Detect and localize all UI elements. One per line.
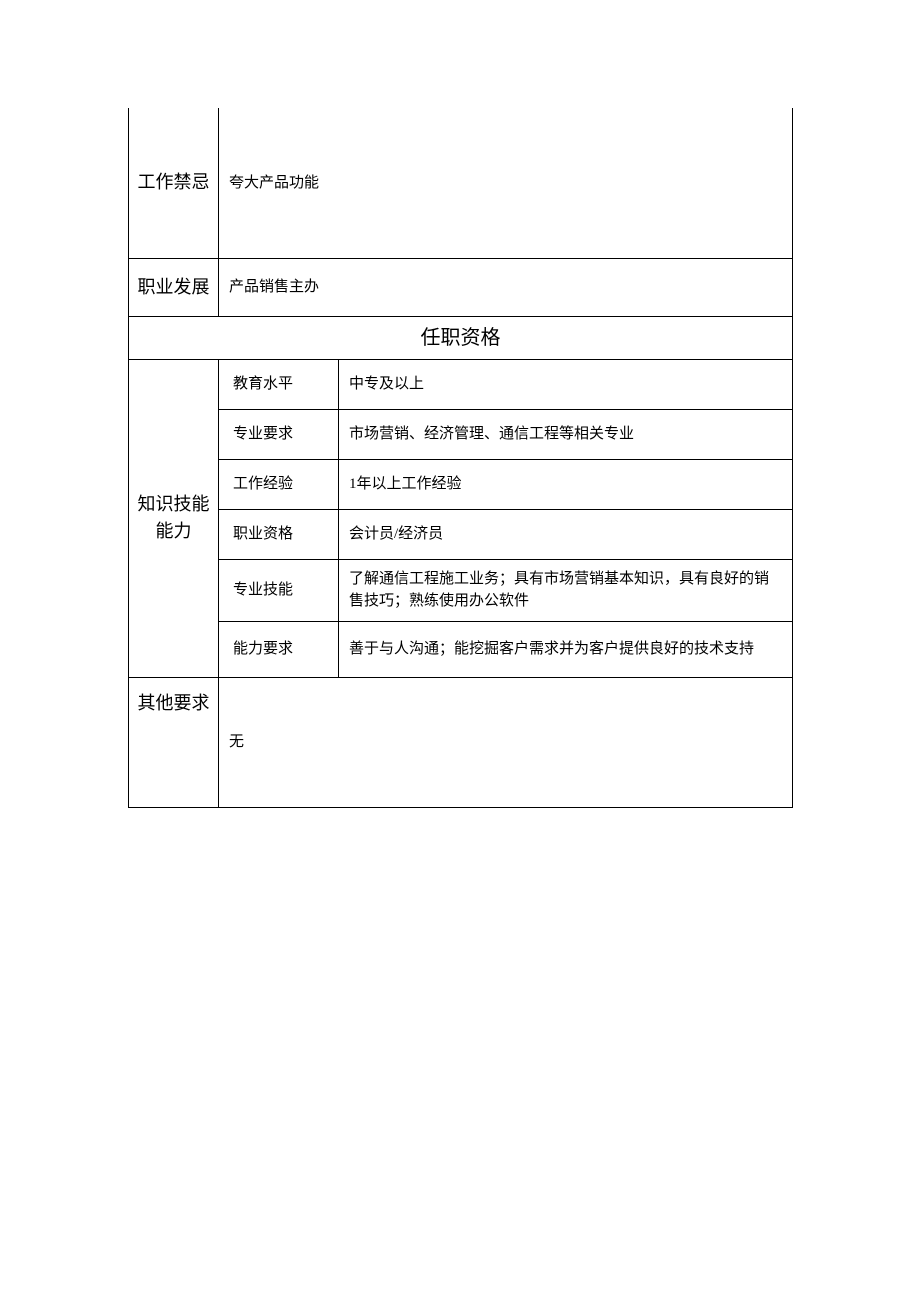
career-dev-label: 职业发展: [129, 258, 219, 316]
table-row: 专业要求 市场营销、经济管理、通信工程等相关专业: [129, 409, 793, 459]
job-spec-table: 工作禁忌 夸大产品功能 职业发展 产品销售主办 任职资格 知识技能能力 教育水平…: [128, 108, 793, 808]
table-row: 其他要求 无: [129, 677, 793, 807]
other-label: 其他要求: [129, 677, 219, 807]
table-row: 工作禁忌 夸大产品功能: [129, 108, 793, 258]
work-taboo-value: 夸大产品功能: [219, 108, 793, 258]
knowledge-group-label: 知识技能能力: [129, 359, 219, 677]
job-spec-table-container: 工作禁忌 夸大产品功能 职业发展 产品销售主办 任职资格 知识技能能力 教育水平…: [128, 108, 793, 808]
qualifications-header: 任职资格: [129, 316, 793, 359]
table-row: 职业资格 会计员/经济员: [129, 509, 793, 559]
education-value: 中专及以上: [339, 359, 793, 409]
major-value: 市场营销、经济管理、通信工程等相关专业: [339, 409, 793, 459]
work-taboo-label: 工作禁忌: [129, 108, 219, 258]
cert-label: 职业资格: [219, 509, 339, 559]
other-value: 无: [219, 677, 793, 807]
table-row: 专业技能 了解通信工程施工业务；具有市场营销基本知识，具有良好的销售技巧；熟练使…: [129, 559, 793, 621]
education-label: 教育水平: [219, 359, 339, 409]
career-dev-value: 产品销售主办: [219, 258, 793, 316]
table-row: 职业发展 产品销售主办: [129, 258, 793, 316]
ability-value: 善于与人沟通；能挖掘客户需求并为客户提供良好的技术支持: [339, 621, 793, 677]
skills-value: 了解通信工程施工业务；具有市场营销基本知识，具有良好的销售技巧；熟练使用办公软件: [339, 559, 793, 621]
experience-value: 1年以上工作经验: [339, 459, 793, 509]
table-row: 任职资格: [129, 316, 793, 359]
ability-label: 能力要求: [219, 621, 339, 677]
table-row: 能力要求 善于与人沟通；能挖掘客户需求并为客户提供良好的技术支持: [129, 621, 793, 677]
table-row: 知识技能能力 教育水平 中专及以上: [129, 359, 793, 409]
skills-label: 专业技能: [219, 559, 339, 621]
major-label: 专业要求: [219, 409, 339, 459]
experience-label: 工作经验: [219, 459, 339, 509]
table-row: 工作经验 1年以上工作经验: [129, 459, 793, 509]
cert-value: 会计员/经济员: [339, 509, 793, 559]
